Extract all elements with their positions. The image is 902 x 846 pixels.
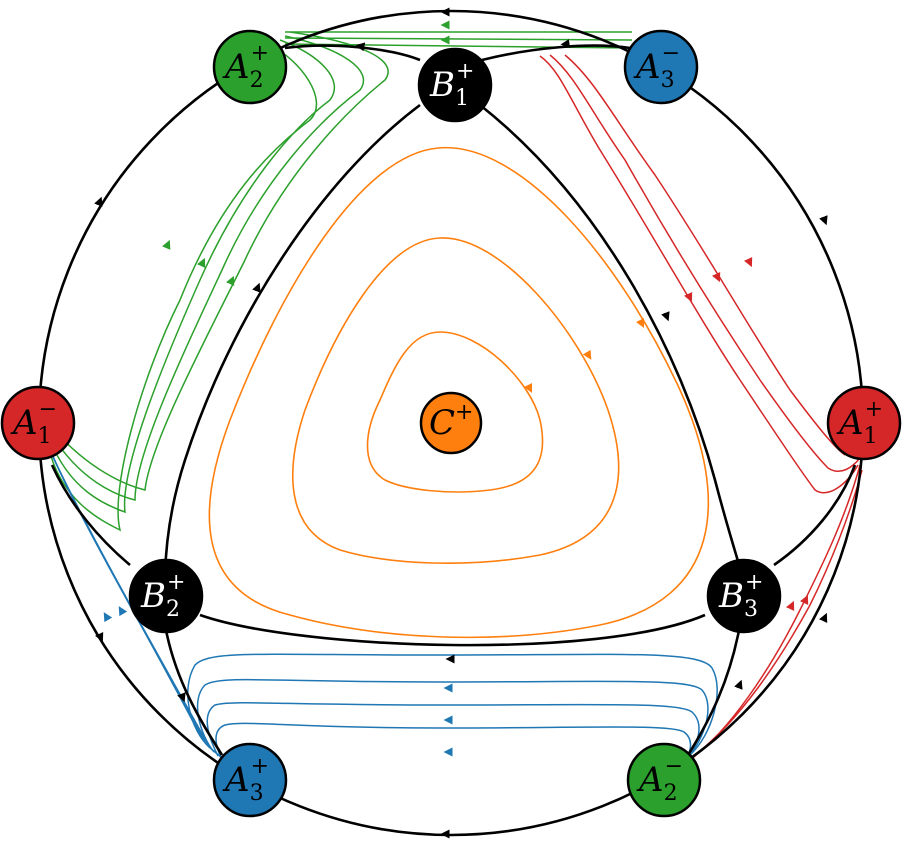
black-arrow [661,304,670,322]
orange-orbit-arrows [523,317,645,394]
black-separatrices [37,9,865,837]
blue-loop [196,678,709,758]
separatrix-B1-B3 [479,103,744,576]
node-circle [0,385,76,461]
node-circle [623,29,699,105]
black-arrow [819,612,828,630]
node-A3-minus: A3− [623,29,699,105]
orange-arrow [582,349,592,360]
green-trajectory [53,31,389,491]
node-label: A1+ [836,397,883,449]
black-arrow [819,208,828,226]
blue-arrow [103,612,113,628]
node-B1-plus: B1+ [417,47,493,123]
node-A2-minus: A2− [626,742,702,818]
node-A2-plus: A2+ [212,29,288,105]
node-circle [706,558,782,634]
node-circle [417,47,493,123]
node-label: B3+ [718,570,763,622]
node-circle [419,391,483,455]
red-trajectory [539,55,859,494]
node-label: A2+ [222,41,269,93]
green-trajectory [51,35,365,501]
separatrix-B1-A3 [481,44,631,62]
blue-loop [215,722,692,763]
node-C-plus: C+ [419,391,483,455]
node-circle [212,742,288,818]
black-arrow [560,39,575,49]
green-trajectory [47,44,318,532]
node-circle [826,385,902,461]
node-B3-plus: B3+ [706,558,782,634]
separatrix-B2-B3 [199,613,706,647]
node-circle [212,29,288,105]
green-trajectory [49,39,336,514]
green-arrow [197,257,206,275]
blue-loop [206,702,700,761]
node-A3-plus: A3+ [212,742,288,818]
node-label: B1+ [429,59,474,111]
green-arrow [162,239,171,258]
blue-loop [187,653,718,756]
black-arrow [734,679,743,697]
node-label: A2− [636,754,683,806]
separatrix-B3-A2 [686,624,742,756]
red-trajectory [564,54,846,456]
red-trajectory [689,464,861,761]
blue-arrow [118,606,128,622]
separatrix-B2-A1 [50,464,131,566]
node-label: B2+ [140,570,185,622]
node-label: A1− [10,397,57,449]
red-trajectories [539,54,863,761]
separatrix-B1-A2 [284,44,421,62]
green-trajectories [47,31,633,532]
red-arrow [786,600,795,618]
separatrix-B1-B2 [163,103,421,576]
separatrix-B3-A1 [773,464,857,567]
node-circle [128,558,204,634]
red-trajectory [549,54,861,472]
green-arrows [162,20,450,293]
blue-trajectory [51,454,211,749]
node-A1-plus: A1+ [826,385,902,461]
red-trajectory [694,469,863,756]
green-top-line [284,37,633,41]
node-label: A3− [633,41,680,93]
node-label: C+ [429,400,473,443]
orange-orbits [208,146,710,639]
node-circle [626,742,702,818]
separatrix-B2-A3 [163,624,224,756]
node-A1-minus: A1− [0,385,76,461]
node-label: A3+ [222,754,269,806]
node-B2-plus: B2+ [128,558,204,634]
red-arrow [744,250,753,268]
